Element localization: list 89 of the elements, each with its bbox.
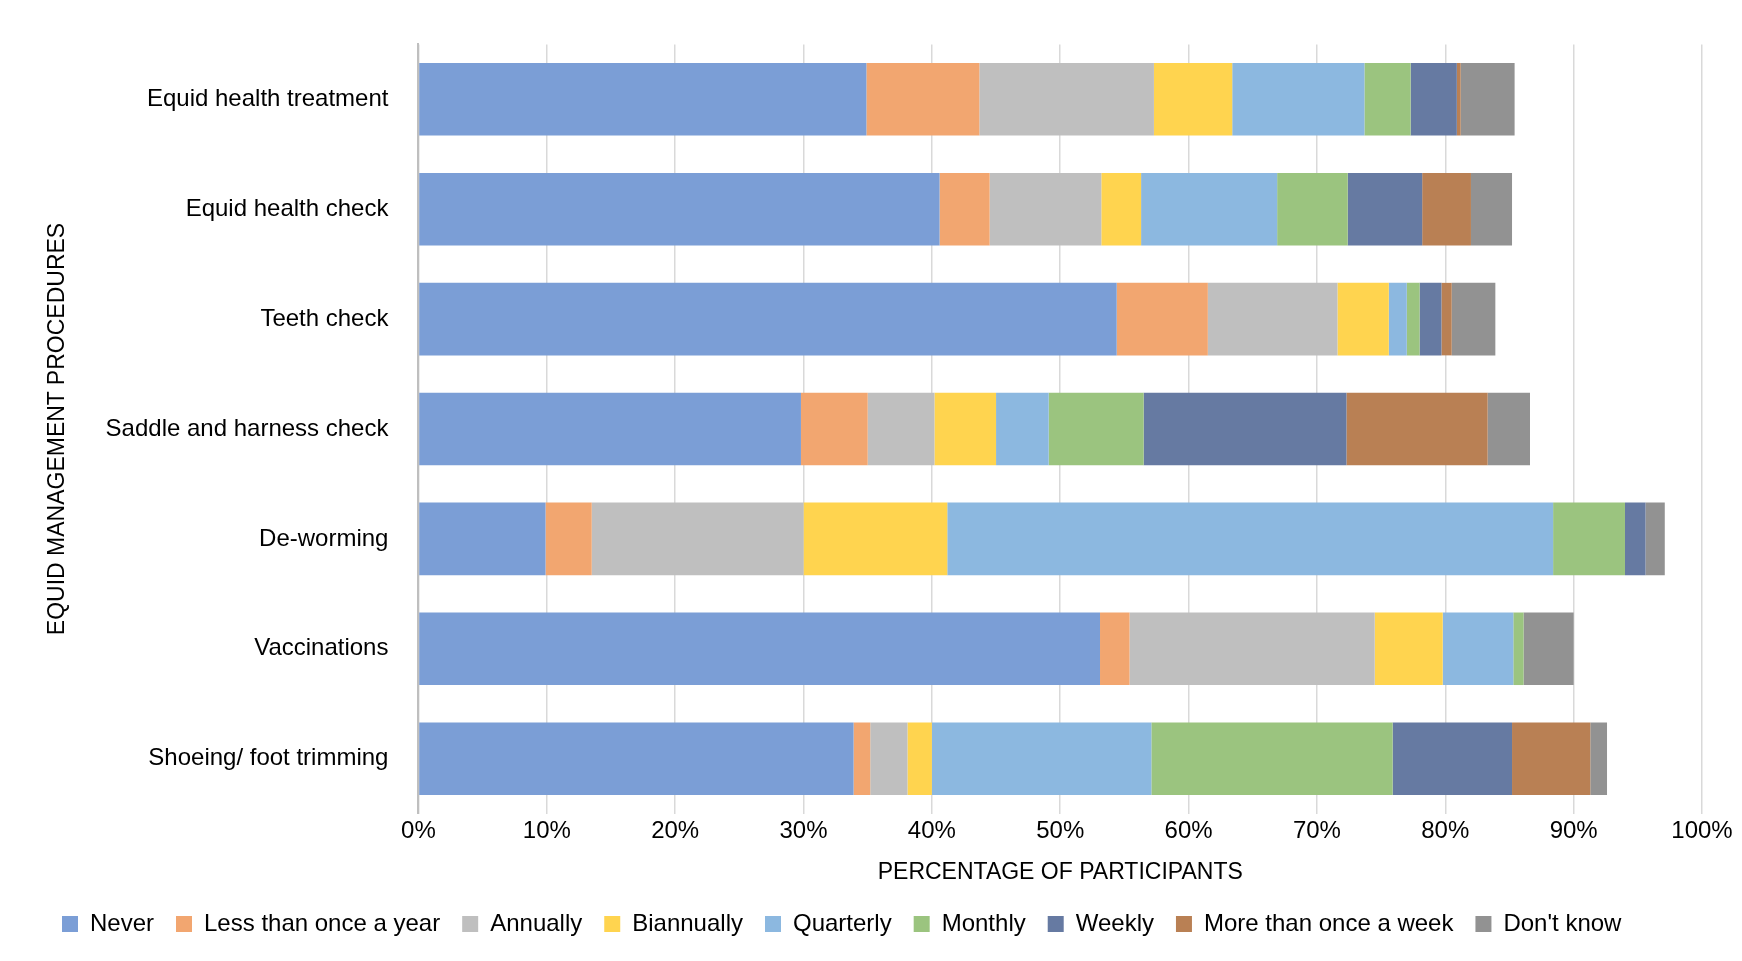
bar: [1277, 172, 1348, 246]
bar: [1406, 282, 1420, 356]
bar: [1456, 63, 1461, 136]
bar: [947, 502, 1554, 576]
x-axis-title: PERCENTAGE OF PARTICIPANTS: [877, 857, 1243, 884]
y-tick-label: Equid health treatment: [146, 83, 389, 111]
x-tick-label: 0%: [401, 815, 436, 843]
bar: [1337, 282, 1389, 356]
bar: [1153, 63, 1233, 136]
bar: [1422, 172, 1471, 246]
bar: [591, 502, 804, 576]
bar: [1460, 63, 1515, 136]
bar: [419, 282, 1117, 356]
x-tick-label: 50%: [1036, 815, 1085, 843]
bar: [419, 502, 546, 576]
bar: [1364, 63, 1411, 136]
bar: [800, 392, 868, 466]
legend-label: Biannually: [632, 908, 743, 936]
bar: [1553, 502, 1625, 576]
bar: [1232, 63, 1365, 136]
bar: [1151, 722, 1393, 795]
bar: [1487, 392, 1531, 466]
bar: [803, 502, 948, 576]
bar: [1419, 282, 1442, 356]
bar: [939, 172, 990, 246]
y-tick-label: Shoeing/ foot trimming: [148, 743, 389, 771]
y-tick-label: Vaccinations: [254, 633, 389, 661]
y-axis-title: EQUID MANAGEMENT PROCEDURES: [43, 222, 70, 636]
legend-label: Monthly: [941, 908, 1026, 936]
bar: [1451, 282, 1496, 356]
bar: [853, 722, 871, 795]
bar: [1100, 612, 1130, 686]
bar: [545, 502, 592, 576]
x-tick-label: 20%: [651, 815, 700, 843]
bar: [1470, 172, 1513, 246]
bar: [1624, 502, 1646, 576]
x-tick-label: 10%: [522, 815, 571, 843]
bar: [979, 63, 1154, 136]
legend-label: Less than once a year: [204, 908, 441, 936]
x-tick-label: 60%: [1164, 815, 1213, 843]
bar: [866, 63, 980, 136]
bar: [1513, 612, 1524, 686]
bar: [1101, 172, 1142, 246]
y-tick-label: Teeth check: [260, 303, 390, 331]
x-tick-label: 30%: [779, 815, 828, 843]
legend-label: More than once a week: [1203, 908, 1455, 936]
bar: [419, 722, 854, 795]
bar: [419, 612, 1101, 686]
bar: [1129, 612, 1375, 686]
bar: [419, 392, 801, 466]
legend-label: Weekly: [1075, 908, 1154, 936]
x-tick-label: 80%: [1421, 815, 1470, 843]
bar: [1590, 722, 1608, 795]
bar: [1392, 722, 1513, 795]
bar: [1347, 172, 1423, 246]
bar: [867, 392, 935, 466]
bar: [1374, 612, 1443, 686]
bar: [870, 722, 908, 795]
legend-label: Never: [90, 908, 155, 936]
bar: [1207, 282, 1338, 356]
legend-label: Quarterly: [792, 908, 892, 936]
y-tick-label: Equid health check: [185, 193, 390, 221]
bar: [1141, 172, 1278, 246]
bar: [931, 722, 1152, 795]
x-tick-label: 40%: [907, 815, 956, 843]
bar: [1143, 392, 1347, 466]
bar: [419, 63, 867, 136]
bar: [996, 392, 1049, 466]
x-tick-label: 100%: [1671, 815, 1733, 843]
bar: [907, 722, 932, 795]
bar: [1388, 282, 1407, 356]
bar: [1116, 282, 1208, 356]
bar: [1410, 63, 1457, 136]
bar: [1048, 392, 1144, 466]
bar: [1523, 612, 1574, 686]
legend-label: Don't know: [1503, 908, 1623, 936]
bar: [419, 172, 940, 246]
bar: [989, 172, 1102, 246]
x-tick-label: 70%: [1292, 815, 1341, 843]
legend-label: Annually: [490, 908, 583, 936]
y-tick-label: Saddle and harness check: [105, 413, 390, 441]
bar: [1442, 612, 1514, 686]
bar: [1441, 282, 1452, 356]
y-tick-label: De-worming: [259, 523, 389, 551]
bar: [1512, 722, 1591, 795]
bar: [934, 392, 997, 466]
bar: [1346, 392, 1488, 466]
bar: [1645, 502, 1665, 576]
x-tick-label: 90%: [1549, 815, 1598, 843]
